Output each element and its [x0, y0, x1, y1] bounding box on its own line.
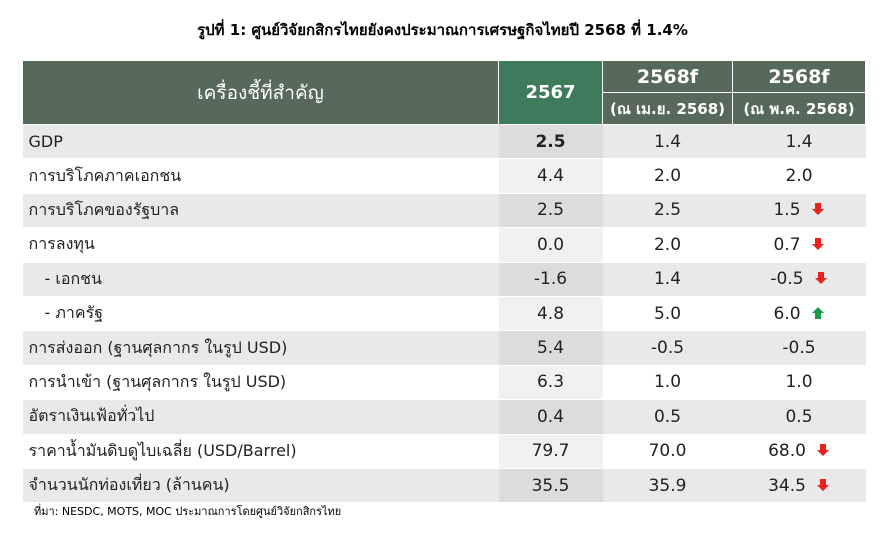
value-2568f-may-cell: 1.5: [732, 193, 866, 229]
arrow-down-icon: [811, 237, 825, 251]
table-row: อัตราเงินเฟ้อทั่วไป 0.4 0.5 0.5: [22, 399, 866, 435]
value-2568f-may-cell: 1.4: [732, 124, 866, 160]
value-2567: 35.5: [498, 468, 603, 504]
row-label: จำนวนนักท่องเที่ยว (ล้านคน): [22, 468, 499, 504]
table-row: - เอกชน -1.6 1.4 -0.5: [22, 262, 866, 297]
value-2568f-apr: 2.0: [602, 158, 733, 194]
table-row: การบริโภคภาคเอกชน 4.4 2.0 2.0: [22, 158, 866, 194]
row-label: การนำเข้า (ฐานศุลกากร ในรูป USD): [22, 365, 499, 401]
arrow-down-icon: [816, 443, 830, 457]
value-2568f-may: -0.5: [782, 338, 816, 359]
value-2567: 0.0: [498, 227, 603, 263]
header-2568f-may: 2568f: [732, 60, 866, 93]
row-label: การส่งออก (ฐานศุลกากร ในรูป USD): [22, 330, 499, 366]
value-2568f-may: 0.7: [773, 234, 801, 255]
value-2567: 0.4: [498, 399, 603, 435]
value-2568f-apr: 2.5: [602, 193, 733, 229]
figure-title: รูปที่ 1: ศูนย์วิจัยกสิกรไทยยังคงประมาณก…: [197, 21, 688, 39]
value-2568f-may-cell: 68.0: [732, 434, 866, 469]
table-row: จำนวนนักท่องเที่ยว (ล้านคน) 35.5 35.9 34.5: [22, 468, 866, 504]
value-2568f-may: 1.4: [785, 131, 813, 152]
value-2568f-may: 34.5: [768, 475, 806, 496]
row-label: อัตราเงินเฟ้อทั่วไป: [22, 399, 499, 435]
value-2568f-may-cell: 2.0: [732, 158, 866, 194]
arrow-down-icon: [811, 202, 825, 216]
value-2568f-apr: 1.4: [602, 124, 733, 160]
table-row: การส่งออก (ฐานศุลกากร ในรูป USD) 5.4 -0.5-…: [22, 330, 866, 366]
table-body: GDP 2.5 1.4 1.4 การบริโภคภาคเอกชน 4.4 2.0 2.0 กา…: [22, 124, 866, 504]
value-2568f-apr: 2.0: [602, 227, 733, 263]
value-2568f-apr: 1.4: [602, 262, 733, 297]
value-2568f-may-cell: -0.5: [732, 330, 866, 366]
value-2568f-apr: 35.9: [602, 468, 733, 504]
value-2568f-may: 1.0: [785, 372, 813, 393]
header-2568f-may-sub: (ณ พ.ค. 2568): [732, 92, 866, 125]
row-label: - เอกชน: [22, 262, 499, 297]
arrow-down-icon: [814, 271, 828, 285]
row-label: GDP: [22, 124, 499, 160]
table-row: การนำเข้า (ฐานศุลกากร ในรูป USD) 6.3 1.0 1.…: [22, 365, 866, 401]
value-2568f-may-cell: -0.5: [732, 262, 866, 297]
table-row: การลงทุน 0.0 2.0 0.7: [22, 227, 866, 263]
table-row: - ภาครัฐ 4.8 5.0 6.0: [22, 296, 866, 332]
value-2568f-may: 68.0: [768, 441, 806, 462]
value-2567: -1.6: [498, 262, 603, 297]
value-2568f-may: -0.5: [770, 269, 804, 290]
row-label: การบริโภคของรัฐบาล: [22, 193, 499, 229]
value-2568f-apr: 70.0: [602, 434, 733, 469]
value-2568f-may: 2.0: [785, 166, 813, 187]
row-label: การลงทุน: [22, 227, 499, 263]
value-2568f-may: 0.5: [785, 406, 813, 427]
header-2567: 2567: [498, 60, 603, 125]
value-2567: 79.7: [498, 434, 603, 469]
value-2568f-may: 6.0: [773, 303, 801, 324]
value-2567: 4.4: [498, 158, 603, 194]
source-note: ที่มา: NESDC, MOTS, MOC ประมาณการโดยศูนย…: [34, 505, 342, 518]
value-2568f-apr: 1.0: [602, 365, 733, 401]
row-label: การบริโภคภาคเอกชน: [22, 158, 499, 194]
value-2567: 4.8: [498, 296, 603, 332]
value-2568f-may-cell: 0.5: [732, 399, 866, 435]
arrow-down-icon: [816, 478, 830, 492]
row-label: - ภาครัฐ: [22, 296, 499, 332]
table-row: การบริโภคของรัฐบาล 2.5 2.5 1.5: [22, 193, 866, 229]
value-2568f-apr: -0.5: [602, 330, 733, 366]
header-2568f-apr-sub: (ณ เม.ย. 2568): [602, 92, 733, 125]
value-2567: 5.4: [498, 330, 603, 366]
table-row: ราคาน้ำมันดิบดูไบเฉลี่ย (USD/Barrel) 79.7…: [22, 434, 866, 469]
header-indicator: เครื่องชี้ที่สำคัญ: [22, 60, 499, 125]
value-2567: 2.5: [498, 193, 603, 229]
arrow-up-icon: [811, 306, 825, 320]
value-2567: 2.5: [498, 124, 603, 160]
value-2568f-may-cell: 1.0: [732, 365, 866, 401]
value-2567: 6.3: [498, 365, 603, 401]
indicators-table: เครื่องชี้ที่สำคัญ 2567 2568f 2568f (ณ เ…: [22, 60, 866, 504]
header-2568f-apr: 2568f: [602, 60, 733, 93]
value-2568f-may-cell: 0.7: [732, 227, 866, 263]
value-2568f-may-cell: 6.0: [732, 296, 866, 332]
value-2568f-apr: 5.0: [602, 296, 733, 332]
table-row: GDP 2.5 1.4 1.4: [22, 124, 866, 160]
value-2568f-may-cell: 34.5: [732, 468, 866, 504]
row-label: ราคาน้ำมันดิบดูไบเฉลี่ย (USD/Barrel): [22, 434, 499, 469]
value-2568f-apr: 0.5: [602, 399, 733, 435]
value-2568f-may: 1.5: [773, 200, 801, 221]
